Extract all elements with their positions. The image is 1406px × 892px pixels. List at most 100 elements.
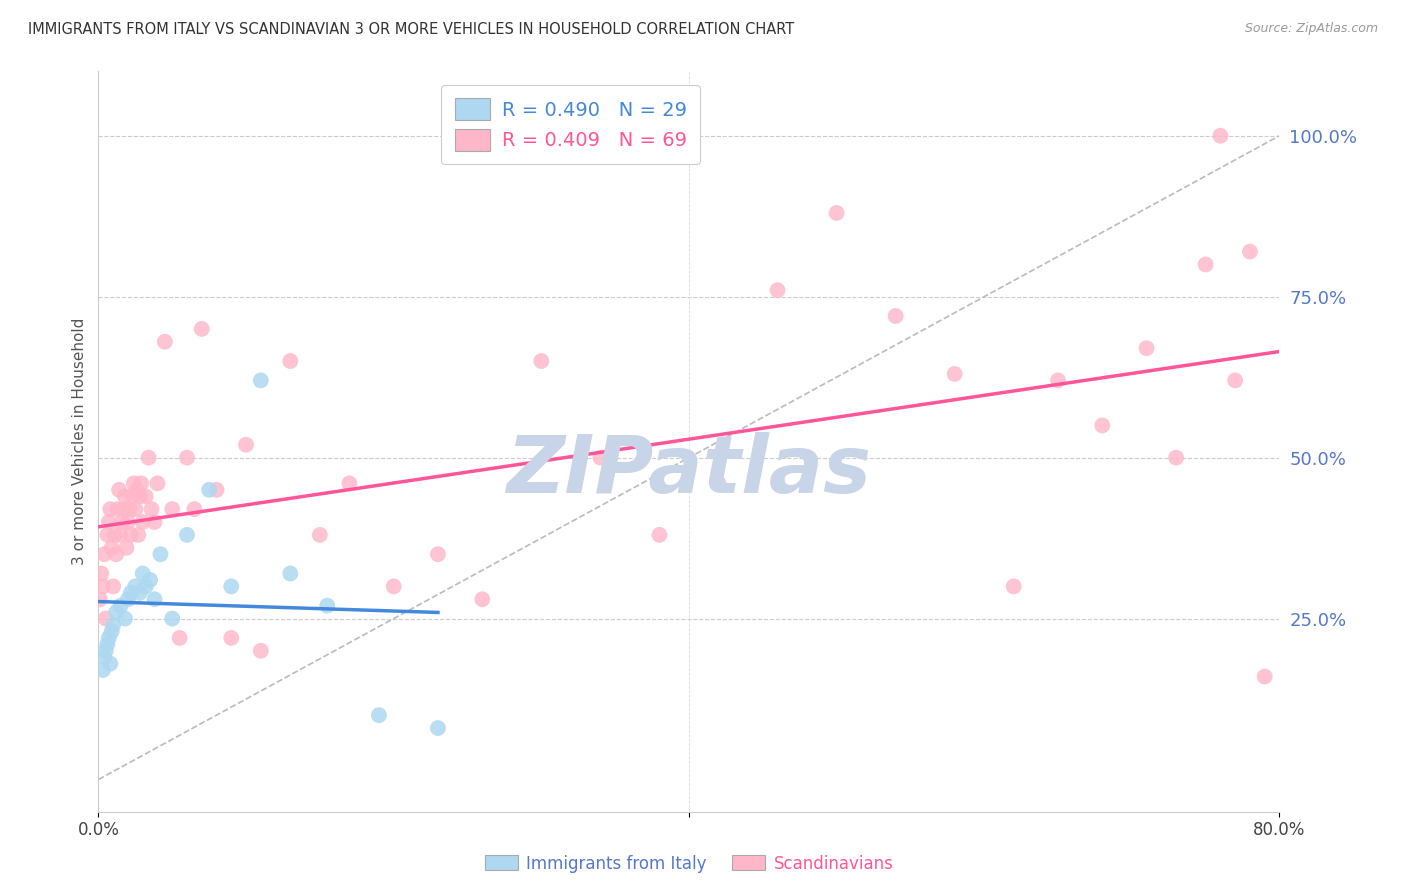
- Point: [110, 528, 132, 542]
- Point: [648, 528, 671, 542]
- Point: [127, 528, 149, 542]
- Point: [91, 579, 114, 593]
- Point: [124, 502, 146, 516]
- Point: [93, 547, 115, 561]
- Point: [117, 515, 139, 529]
- Point: [176, 528, 198, 542]
- Point: [110, 599, 132, 613]
- Point: [103, 579, 125, 593]
- Point: [135, 579, 157, 593]
- Point: [105, 547, 128, 561]
- Point: [129, 476, 152, 491]
- Point: [1254, 669, 1277, 683]
- Point: [91, 663, 114, 677]
- Y-axis label: 3 or more Vehicles in Household: 3 or more Vehicles in Household: [72, 318, 87, 566]
- Point: [112, 502, 135, 516]
- Point: [1091, 418, 1114, 433]
- Point: [250, 644, 273, 658]
- Point: [1002, 579, 1025, 593]
- Point: [132, 566, 155, 581]
- Point: [90, 566, 112, 581]
- Point: [707, 476, 730, 491]
- Point: [124, 579, 146, 593]
- Point: [114, 489, 136, 503]
- Point: [94, 611, 117, 625]
- Point: [135, 489, 157, 503]
- Text: IMMIGRANTS FROM ITALY VS SCANDINAVIAN 3 OR MORE VEHICLES IN HOUSEHOLD CORRELATIO: IMMIGRANTS FROM ITALY VS SCANDINAVIAN 3 …: [28, 22, 794, 37]
- Point: [280, 566, 302, 581]
- Point: [825, 206, 848, 220]
- Point: [198, 483, 221, 497]
- Point: [143, 592, 166, 607]
- Point: [339, 476, 361, 491]
- Point: [104, 528, 127, 542]
- Point: [471, 592, 494, 607]
- Point: [96, 637, 118, 651]
- Point: [96, 528, 118, 542]
- Point: [221, 579, 243, 593]
- Point: [138, 450, 160, 465]
- Point: [162, 611, 183, 625]
- Point: [98, 657, 121, 671]
- Point: [120, 586, 142, 600]
- Legend: Immigrants from Italy, Scandinavians: Immigrants from Italy, Scandinavians: [478, 848, 900, 880]
- Point: [1225, 373, 1247, 387]
- Point: [589, 450, 612, 465]
- Point: [108, 483, 131, 497]
- Point: [1136, 341, 1159, 355]
- Point: [114, 611, 136, 625]
- Point: [1166, 450, 1188, 465]
- Point: [98, 502, 121, 516]
- Point: [1239, 244, 1261, 259]
- Point: [141, 502, 163, 516]
- Point: [235, 438, 257, 452]
- Point: [191, 322, 214, 336]
- Point: [530, 354, 553, 368]
- Point: [100, 541, 122, 555]
- Point: [122, 476, 145, 491]
- Point: [280, 354, 302, 368]
- Point: [128, 489, 150, 503]
- Point: [427, 547, 450, 561]
- Point: [427, 721, 450, 735]
- Point: [176, 450, 198, 465]
- Point: [89, 592, 111, 607]
- Point: [309, 528, 332, 542]
- Point: [107, 502, 129, 516]
- Point: [153, 334, 176, 349]
- Point: [884, 309, 907, 323]
- Point: [117, 592, 139, 607]
- Point: [382, 579, 405, 593]
- Point: [183, 502, 205, 516]
- Point: [128, 586, 150, 600]
- Point: [93, 650, 115, 665]
- Point: [1209, 128, 1232, 143]
- Point: [169, 631, 191, 645]
- Point: [146, 476, 169, 491]
- Point: [1195, 258, 1218, 272]
- Point: [118, 502, 141, 516]
- Point: [105, 605, 128, 619]
- Point: [143, 515, 166, 529]
- Text: Source: ZipAtlas.com: Source: ZipAtlas.com: [1244, 22, 1378, 36]
- Point: [121, 489, 143, 503]
- Point: [766, 283, 789, 297]
- Point: [1046, 373, 1070, 387]
- Point: [94, 644, 117, 658]
- Point: [103, 618, 125, 632]
- Point: [100, 624, 122, 639]
- Point: [368, 708, 391, 723]
- Point: [97, 515, 120, 529]
- Point: [120, 528, 142, 542]
- Point: [132, 515, 155, 529]
- Point: [149, 547, 172, 561]
- Point: [316, 599, 339, 613]
- Point: [205, 483, 228, 497]
- Point: [139, 573, 162, 587]
- Point: [111, 515, 134, 529]
- Point: [221, 631, 243, 645]
- Text: ZIPatlas: ZIPatlas: [506, 432, 872, 510]
- Point: [250, 373, 273, 387]
- Legend: R = 0.490   N = 29, R = 0.409   N = 69: R = 0.490 N = 29, R = 0.409 N = 69: [441, 85, 700, 164]
- Point: [97, 631, 120, 645]
